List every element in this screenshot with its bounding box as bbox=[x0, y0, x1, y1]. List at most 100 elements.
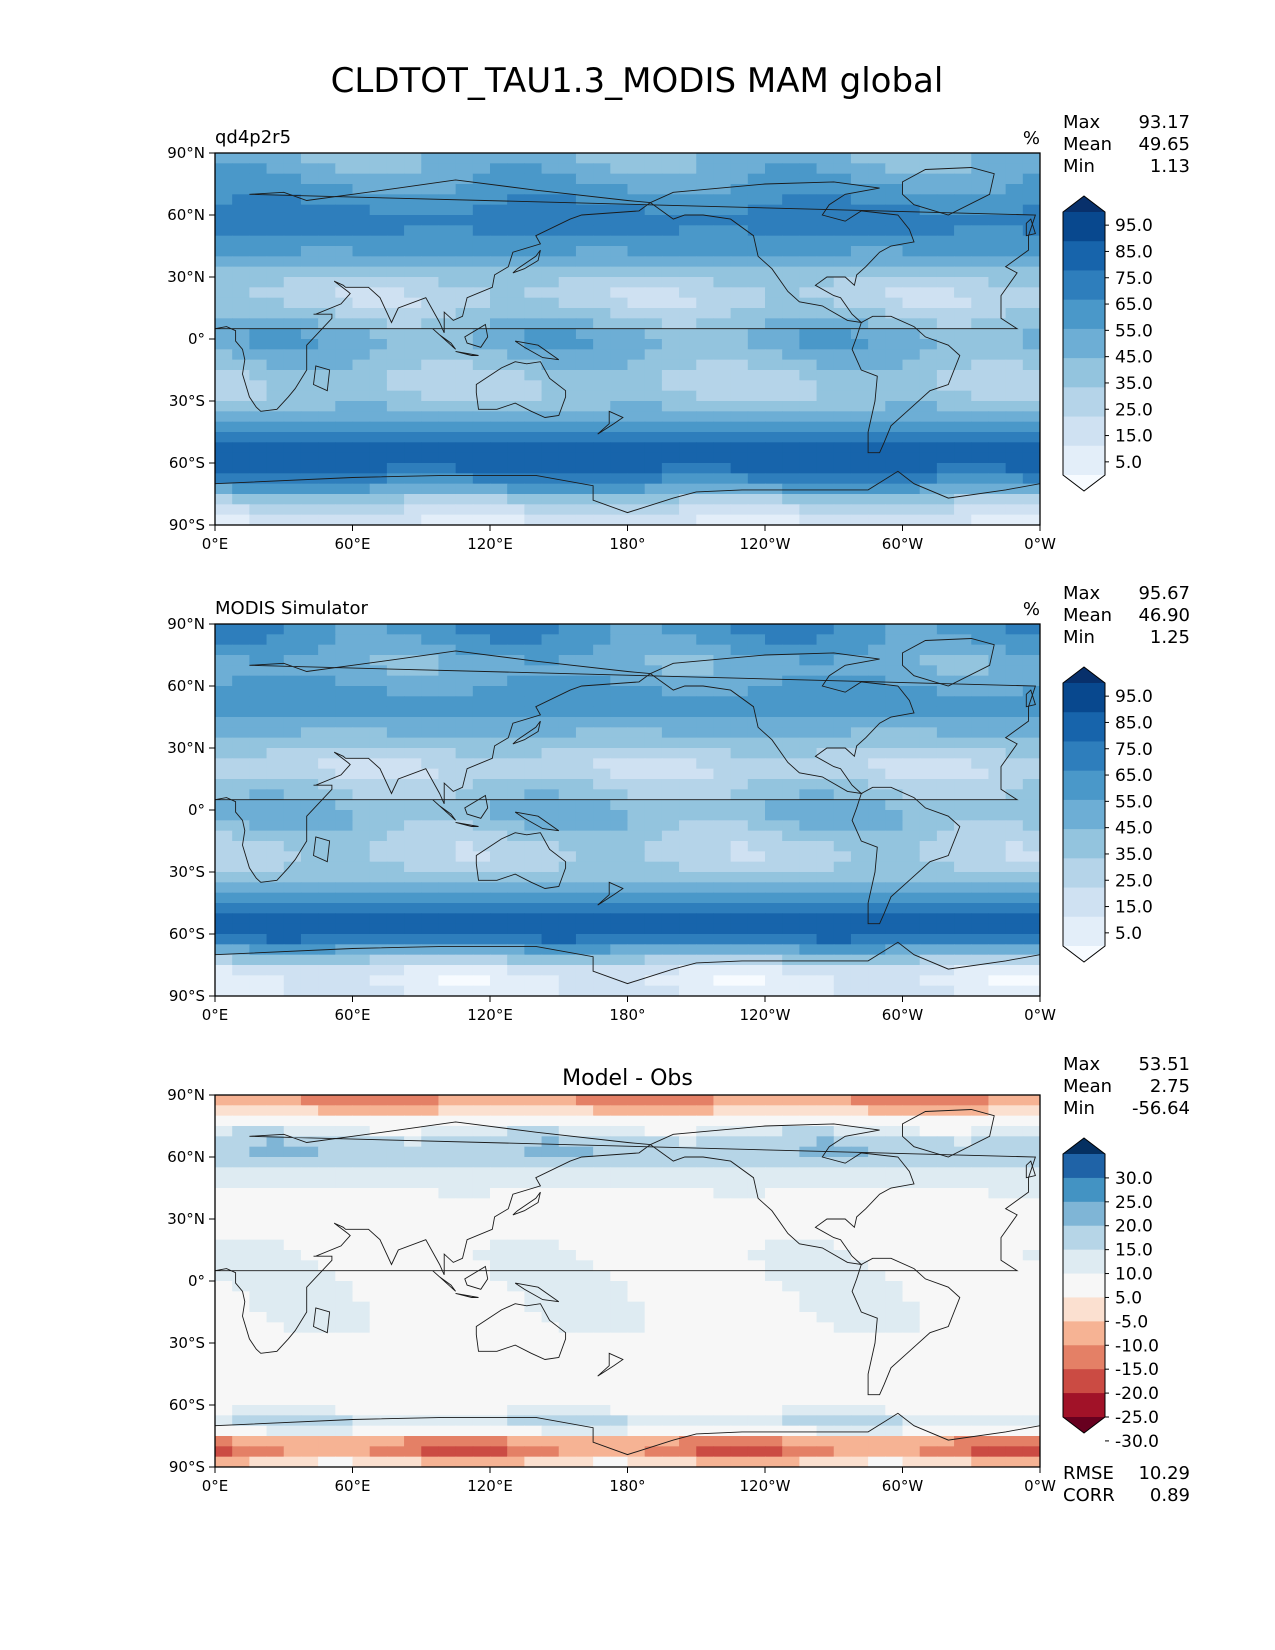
field-cell bbox=[404, 851, 422, 863]
field-cell bbox=[524, 882, 543, 894]
coastline bbox=[1025, 218, 1036, 237]
field-cell bbox=[215, 696, 233, 708]
field-cell bbox=[558, 1281, 577, 1292]
field-cell bbox=[713, 634, 732, 646]
field-cell bbox=[679, 349, 697, 361]
field-cell bbox=[507, 1250, 525, 1261]
field-cell bbox=[988, 872, 1007, 883]
field-cell bbox=[696, 820, 715, 832]
field-cell bbox=[661, 266, 680, 278]
field-cell bbox=[472, 1260, 491, 1272]
field-cell bbox=[575, 1188, 594, 1199]
field-cell bbox=[644, 665, 663, 677]
field-cell bbox=[318, 1136, 336, 1148]
field-cell bbox=[902, 204, 921, 216]
field-cell bbox=[954, 675, 972, 687]
field-cell bbox=[507, 349, 525, 361]
field-cell bbox=[558, 954, 577, 966]
field-cell bbox=[610, 675, 629, 687]
field-cell bbox=[386, 861, 405, 873]
field-cell bbox=[283, 624, 302, 635]
field-cell bbox=[249, 944, 268, 956]
field-cell bbox=[232, 1198, 250, 1210]
field-cell bbox=[541, 163, 560, 175]
field-cell bbox=[868, 432, 886, 443]
field-cell bbox=[575, 1332, 594, 1344]
field-cell bbox=[713, 675, 732, 687]
field-cell bbox=[610, 923, 629, 935]
field-cell bbox=[713, 339, 732, 350]
field-cell bbox=[644, 184, 663, 195]
field-cell bbox=[885, 256, 904, 268]
field-cell bbox=[885, 173, 904, 185]
field-cell bbox=[885, 297, 904, 309]
field-cell bbox=[352, 225, 371, 237]
field-cell bbox=[507, 339, 525, 350]
field-cell bbox=[593, 277, 611, 288]
field-cell bbox=[421, 1167, 440, 1179]
field-cell bbox=[318, 1239, 336, 1251]
field-cell bbox=[782, 934, 800, 945]
field-cell bbox=[644, 1188, 663, 1199]
field-cell bbox=[524, 442, 543, 454]
field-cell bbox=[283, 339, 302, 350]
field-cell bbox=[455, 985, 474, 996]
field-cell bbox=[661, 634, 680, 646]
field-cell bbox=[249, 1384, 268, 1396]
field-cell bbox=[438, 421, 457, 433]
field-cell bbox=[1022, 779, 1040, 790]
field-cell bbox=[421, 1291, 440, 1303]
field-cell bbox=[936, 504, 955, 516]
field-cell bbox=[610, 421, 629, 433]
field-cell bbox=[490, 1095, 508, 1106]
field-cell bbox=[524, 287, 543, 299]
field-cell bbox=[679, 737, 697, 749]
field-cell bbox=[404, 1384, 422, 1396]
field-cell bbox=[988, 768, 1007, 780]
field-cell bbox=[747, 1105, 766, 1117]
field-cell bbox=[610, 494, 629, 505]
field-cell bbox=[421, 463, 440, 474]
field-cell bbox=[300, 1281, 319, 1292]
field-cell bbox=[713, 297, 732, 309]
field-cell bbox=[713, 965, 732, 976]
field-cell bbox=[249, 339, 268, 350]
field-cell bbox=[507, 727, 525, 739]
field-cell bbox=[850, 913, 869, 925]
field-cell bbox=[369, 748, 388, 759]
field-cell bbox=[438, 287, 457, 299]
field-cell bbox=[661, 1270, 680, 1282]
field-cell bbox=[1022, 872, 1040, 883]
field-cell bbox=[575, 758, 594, 770]
field-cell bbox=[747, 359, 766, 371]
field-cell bbox=[215, 1250, 233, 1261]
field-cell bbox=[249, 452, 268, 464]
field-cell bbox=[919, 163, 938, 175]
field-cell bbox=[713, 277, 732, 288]
field-cell bbox=[610, 965, 629, 976]
field-cell bbox=[232, 954, 250, 966]
field-cell bbox=[300, 1229, 319, 1241]
field-cell bbox=[541, 841, 560, 852]
coastline bbox=[455, 821, 479, 827]
field-cell bbox=[455, 758, 474, 770]
field-cell bbox=[971, 1167, 990, 1179]
field-cell bbox=[799, 841, 818, 852]
field-cell bbox=[1005, 1136, 1024, 1148]
field-cell bbox=[799, 1229, 818, 1241]
field-cell bbox=[799, 1188, 818, 1199]
field-cell bbox=[885, 452, 904, 464]
y-tick-label: 30°S bbox=[169, 863, 205, 881]
field-cell bbox=[971, 277, 990, 288]
field-cell bbox=[215, 473, 233, 485]
stat-label: Min bbox=[1063, 156, 1095, 177]
field-cell bbox=[249, 277, 268, 288]
field-cell bbox=[215, 748, 233, 759]
field-cell bbox=[627, 934, 646, 945]
field-cell bbox=[283, 1291, 302, 1303]
field-cell bbox=[988, 748, 1007, 759]
field-cell bbox=[850, 1270, 869, 1282]
field-cell bbox=[232, 717, 250, 728]
field-cell bbox=[713, 1105, 732, 1117]
field-cell bbox=[850, 1374, 869, 1385]
